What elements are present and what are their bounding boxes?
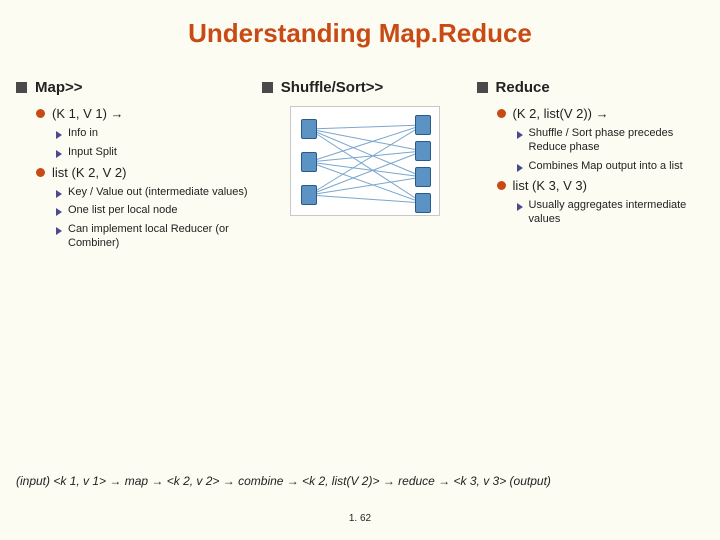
item-label: list (K 2, V 2)	[52, 165, 126, 180]
triangle-bullet-icon	[517, 164, 523, 172]
square-bullet-icon	[477, 82, 488, 93]
square-bullet-icon	[16, 82, 27, 93]
heading-text: Map>>	[35, 79, 83, 96]
diagram-node	[301, 185, 317, 205]
shuffle-diagram	[290, 106, 440, 216]
column-reduce: Reduce (K 2, list(V 2)) → Shuffle / Sort…	[477, 79, 704, 256]
heading-text: Shuffle/Sort>>	[281, 79, 384, 96]
page-number: 1. 62	[349, 513, 371, 524]
item-list-k2v2: list (K 2, V 2)	[36, 165, 254, 180]
diagram-node	[415, 167, 431, 187]
heading-shuffle: Shuffle/Sort>>	[262, 79, 469, 96]
triangle-bullet-icon	[56, 208, 62, 216]
heading-reduce: Reduce	[477, 79, 704, 96]
sub-text: Shuffle / Sort phase precedes Reduce pha…	[529, 127, 704, 155]
triangle-bullet-icon	[56, 227, 62, 235]
heading-map: Map>>	[16, 79, 254, 96]
sub-info-in: Info in	[56, 127, 254, 141]
item-label: list (K 3, V 3)	[513, 178, 587, 193]
circle-bullet-icon	[497, 181, 506, 190]
footer-pipeline: (input) <k 1, v 1> → map → <k 2, v 2> → …	[16, 474, 704, 488]
sub-text: Info in	[68, 127, 98, 141]
item-k1v1: (K 1, V 1) →	[36, 106, 254, 121]
sub-text: Key / Value out (intermediate values)	[68, 186, 248, 200]
square-bullet-icon	[262, 82, 273, 93]
triangle-bullet-icon	[517, 131, 523, 139]
sub-text: Can implement local Reducer (or Combiner…	[68, 223, 254, 251]
sub-text: Combines Map output into a list	[529, 160, 683, 174]
circle-bullet-icon	[36, 168, 45, 177]
sub-combiner: Can implement local Reducer (or Combiner…	[56, 223, 254, 251]
content-columns: Map>> (K 1, V 1) → Info in Input Split l…	[0, 79, 720, 256]
sub-combines: Combines Map output into a list	[517, 160, 704, 174]
triangle-bullet-icon	[517, 203, 523, 211]
item-k2-listv2: (K 2, list(V 2)) →	[497, 106, 704, 121]
column-shuffle: Shuffle/Sort>>	[262, 79, 469, 256]
item-list-k3v3: list (K 3, V 3)	[497, 178, 704, 193]
circle-bullet-icon	[36, 109, 45, 118]
column-map: Map>> (K 1, V 1) → Info in Input Split l…	[16, 79, 254, 256]
slide-title: Understanding Map.Reduce	[0, 0, 720, 79]
circle-bullet-icon	[497, 109, 506, 118]
item-label: (K 1, V 1) →	[52, 106, 124, 121]
sub-shuffle-precedes: Shuffle / Sort phase precedes Reduce pha…	[517, 127, 704, 155]
heading-text: Reduce	[496, 79, 550, 96]
sub-kv-out: Key / Value out (intermediate values)	[56, 186, 254, 200]
diagram-node	[301, 119, 317, 139]
sub-aggregates: Usually aggregates intermediate values	[517, 199, 704, 227]
sub-input-split: Input Split	[56, 146, 254, 160]
diagram-node	[415, 193, 431, 213]
sub-text: One list per local node	[68, 204, 177, 218]
sub-text: Usually aggregates intermediate values	[529, 199, 704, 227]
sub-one-list: One list per local node	[56, 204, 254, 218]
triangle-bullet-icon	[56, 131, 62, 139]
item-label: (K 2, list(V 2)) →	[513, 106, 609, 121]
diagram-node	[415, 115, 431, 135]
diagram-node	[415, 141, 431, 161]
triangle-bullet-icon	[56, 150, 62, 158]
diagram-node	[301, 152, 317, 172]
triangle-bullet-icon	[56, 190, 62, 198]
sub-text: Input Split	[68, 146, 117, 160]
